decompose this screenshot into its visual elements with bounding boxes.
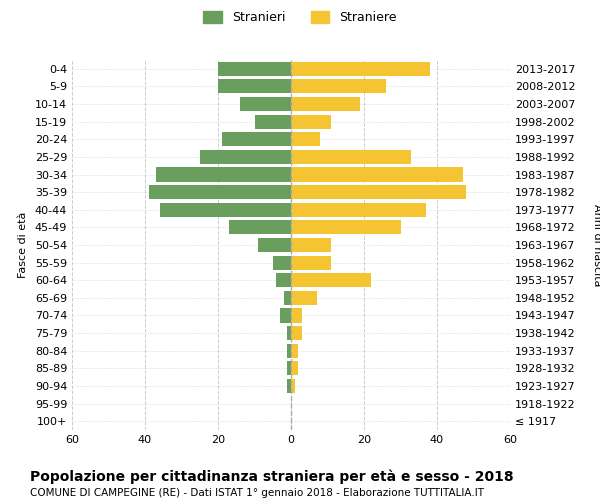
Bar <box>200 150 291 164</box>
Bar <box>291 308 302 322</box>
Bar <box>160 202 291 217</box>
Bar <box>291 326 302 340</box>
Bar <box>291 273 371 287</box>
Bar <box>287 362 291 376</box>
Bar <box>291 97 361 111</box>
Text: COMUNE DI CAMPEGINE (RE) - Dati ISTAT 1° gennaio 2018 - Elaborazione TUTTITALIA.: COMUNE DI CAMPEGINE (RE) - Dati ISTAT 1°… <box>30 488 484 498</box>
Bar <box>291 362 298 376</box>
Bar <box>273 256 291 270</box>
Bar <box>287 379 291 393</box>
Bar <box>156 168 291 181</box>
Bar <box>277 273 291 287</box>
Bar <box>291 379 295 393</box>
Bar <box>254 114 291 128</box>
Bar <box>291 132 320 146</box>
Text: Popolazione per cittadinanza straniera per età e sesso - 2018: Popolazione per cittadinanza straniera p… <box>30 470 514 484</box>
Bar <box>284 291 291 305</box>
Bar <box>291 150 412 164</box>
Bar <box>291 185 466 199</box>
Bar <box>291 168 463 181</box>
Bar <box>291 256 331 270</box>
Y-axis label: Anni di nascita: Anni di nascita <box>592 204 600 286</box>
Bar <box>218 62 291 76</box>
Bar <box>258 238 291 252</box>
Y-axis label: Fasce di età: Fasce di età <box>18 212 28 278</box>
Bar <box>291 220 401 234</box>
Bar <box>287 344 291 358</box>
Bar <box>287 326 291 340</box>
Bar <box>291 344 298 358</box>
Bar <box>229 220 291 234</box>
Bar <box>291 291 317 305</box>
Bar <box>291 238 331 252</box>
Bar <box>149 185 291 199</box>
Bar <box>291 62 430 76</box>
Bar <box>291 80 386 94</box>
Bar <box>221 132 291 146</box>
Bar <box>291 114 331 128</box>
Legend: Stranieri, Straniere: Stranieri, Straniere <box>198 6 402 29</box>
Bar <box>280 308 291 322</box>
Bar <box>240 97 291 111</box>
Bar <box>291 202 426 217</box>
Bar <box>218 80 291 94</box>
